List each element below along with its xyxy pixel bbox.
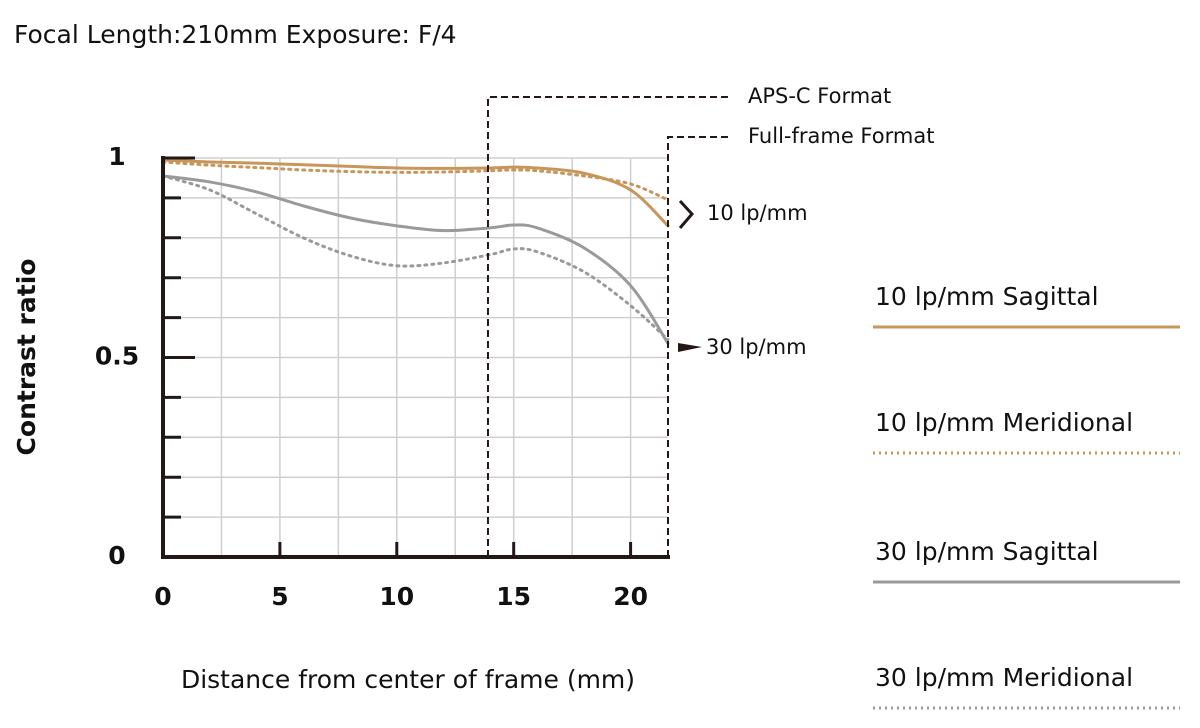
legend-label: 30 lp/mm Meridional: [875, 663, 1133, 692]
legend-label: 10 lp/mm Sagittal: [875, 282, 1099, 311]
format-label: Full-frame Format: [748, 124, 934, 148]
legend-label: 30 lp/mm Sagittal: [875, 537, 1099, 566]
plot: [161, 158, 670, 346]
x-tick-label: 20: [613, 582, 648, 611]
line-series: [161, 174, 670, 342]
y-axis-title: Contrast ratio: [12, 259, 41, 456]
x-tick-label: 5: [271, 582, 288, 611]
grid: [163, 157, 668, 557]
axes: [161, 156, 670, 559]
y-tick-label: 0.5: [95, 342, 139, 371]
x-tick-label: 0: [154, 582, 171, 611]
format-marker: [486, 96, 730, 557]
format-label: APS-C Format: [748, 84, 891, 108]
arrow-30lp: [678, 343, 702, 352]
x-tick-label: 10: [379, 582, 414, 611]
y-tick-label: 1: [108, 142, 125, 171]
chart-title: Focal Length:210mm Exposure: F/4: [14, 20, 457, 49]
annotation: 10 lp/mm: [707, 201, 808, 225]
line-series: [161, 158, 670, 228]
format-marker: [667, 136, 730, 557]
x-tick-label: 15: [496, 582, 531, 611]
line-series: [161, 174, 670, 346]
legend-label: 10 lp/mm Meridional: [875, 408, 1133, 437]
annotation: 30 lp/mm: [706, 335, 807, 359]
x-axis-title: Distance from center of frame (mm): [181, 665, 635, 694]
y-tick-label: 0: [108, 541, 125, 570]
line-series: [161, 160, 670, 202]
bracket-10lp: [678, 199, 695, 229]
